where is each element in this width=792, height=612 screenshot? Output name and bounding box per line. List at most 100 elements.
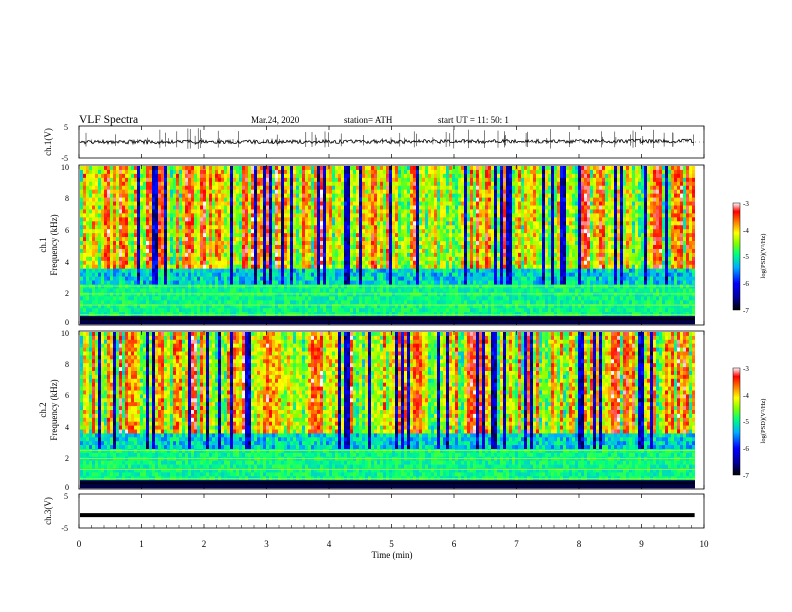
spectrogram-cell (179, 189, 182, 194)
spectrogram-cell (350, 308, 353, 313)
spectrogram-cell (299, 268, 302, 273)
spectrogram-cell (410, 209, 413, 214)
spectrogram-cell (329, 241, 332, 246)
spectrogram-cell (353, 264, 356, 269)
spectrogram-cell (152, 304, 155, 309)
spectrogram-cell (230, 268, 233, 273)
spectrogram-cell (314, 276, 317, 281)
spectrogram-cell (392, 276, 395, 281)
spectrogram-cell (203, 181, 206, 187)
spectrogram-cell (293, 292, 296, 297)
spectrogram-cell (281, 300, 284, 305)
spectrogram-cell (107, 241, 110, 246)
spectrogram-cell (353, 189, 356, 194)
spectrogram-cell (278, 280, 281, 285)
spectrogram-cell (338, 252, 341, 258)
spectrogram-cell (431, 205, 434, 210)
spectrogram-cell (221, 221, 224, 226)
spectrogram-cell (179, 225, 182, 230)
spectrogram-cell (395, 233, 398, 238)
spectrogram-cell (413, 260, 416, 266)
spectrogram-cell (296, 213, 299, 218)
spectrogram-cell (353, 252, 356, 258)
spectrogram-cell (203, 241, 206, 246)
spectrogram-cell (278, 173, 281, 179)
spectrogram-cell (182, 260, 185, 266)
spectrogram-cell (227, 304, 230, 309)
spectrogram-cell (137, 260, 140, 266)
spectrogram-cell (335, 237, 338, 242)
spectrogram-cell (425, 304, 428, 309)
spectrogram-cell (164, 225, 167, 230)
spectrogram-cell (368, 213, 371, 218)
spectrogram-cell (161, 308, 164, 313)
spectrogram-cell (80, 225, 83, 230)
spectrogram-cell (395, 300, 398, 305)
spectrogram-cell (272, 229, 275, 234)
spectrogram-cell (167, 193, 170, 198)
spectrogram-cell (209, 260, 212, 266)
spectrogram-cell (326, 173, 329, 179)
spectrogram-cell (233, 245, 236, 250)
spectrogram-cell (296, 229, 299, 234)
spectrogram-cell (338, 264, 341, 269)
spectrogram-cell (407, 272, 410, 277)
spectrogram-cell (329, 264, 332, 269)
spectrogram-cell (434, 241, 437, 246)
spectrogram-cell (284, 264, 287, 269)
spectrogram-cell (212, 245, 215, 250)
spectrogram-cell (227, 264, 230, 269)
spectrogram-cell (230, 308, 233, 313)
spectrogram-cell (131, 284, 134, 289)
spectrogram-cell (221, 248, 224, 254)
spectrogram-cell (308, 320, 311, 325)
spectrogram-cell (377, 260, 380, 266)
spectrogram-cell (323, 221, 326, 226)
spectrogram-cell (395, 320, 398, 325)
spectrogram-cell (98, 284, 101, 289)
spectrogram-cell (221, 256, 224, 262)
spectrogram-cell (176, 181, 179, 187)
spectrogram-cell (104, 177, 107, 183)
spectrogram-cell (233, 272, 236, 277)
spectrogram-cell (362, 213, 365, 218)
spectrogram-cell (80, 197, 83, 202)
spectrogram-cell (416, 264, 419, 269)
spectrogram-cell (215, 197, 218, 202)
spectrogram-cell (125, 308, 128, 313)
spectrogram-cell (266, 268, 269, 273)
spectrogram-cell (101, 233, 104, 238)
spectrogram-cell (416, 177, 419, 183)
spectrogram-cell (407, 260, 410, 266)
spectrogram-cell (368, 201, 371, 206)
spectrogram-cell (206, 284, 209, 289)
spectrogram-cell (359, 284, 362, 289)
spectrogram-cell (329, 280, 332, 285)
spectrogram-cell (380, 292, 383, 297)
spectrogram-cell (266, 169, 269, 175)
spectrogram-cell (284, 221, 287, 226)
spectrogram-cell (206, 205, 209, 210)
spectrogram-cell (374, 166, 377, 171)
spectrogram-cell (314, 245, 317, 250)
spectrogram-cell (179, 166, 182, 171)
spectrogram-cell (323, 276, 326, 281)
spectrogram-cell (92, 241, 95, 246)
spectrogram-cell (296, 221, 299, 226)
spectrogram-cell (218, 256, 221, 262)
spectrogram-cell (392, 284, 395, 289)
spectrogram-cell (221, 260, 224, 266)
spectrogram-cell (431, 193, 434, 198)
spectrogram-cell (332, 272, 335, 277)
spectrogram-cell (422, 229, 425, 234)
spectrogram-cell (419, 276, 422, 281)
spectrogram-cell (227, 241, 230, 246)
spectrogram-cell (434, 213, 437, 218)
spectrogram-cell (416, 189, 419, 194)
spectrogram-cell (281, 256, 284, 262)
spectrogram-cell (359, 233, 362, 238)
spectrogram-cell (332, 213, 335, 218)
spectrogram-cell (200, 205, 203, 210)
spectrogram-cell (140, 233, 143, 238)
spectrogram-cell (203, 205, 206, 210)
